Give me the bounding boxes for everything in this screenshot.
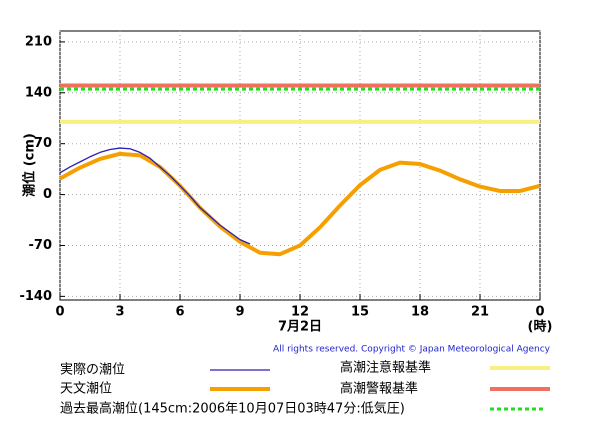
legend-label: 天文潮位: [60, 382, 112, 397]
y-tick-label: 0: [43, 187, 52, 202]
x-tick-label: 15: [351, 305, 369, 320]
y-tick-label: 140: [25, 85, 52, 100]
legend-label: 実際の潮位: [60, 362, 125, 378]
series-line: [59, 147, 251, 245]
y-tick-label: -140: [19, 289, 52, 304]
copyright: All rights reserved. Copyright © Japan M…: [273, 345, 551, 355]
y-axis-label: 潮位 (cm): [22, 133, 38, 197]
y-tick-label: 70: [34, 136, 52, 151]
legend-label: 高潮注意報基準: [340, 360, 431, 376]
x-tick-label: 6: [175, 305, 184, 320]
y-tick-label: 210: [25, 34, 52, 49]
series-line: [59, 151, 541, 257]
legend-label: 過去最高潮位(145cm:2006年10月07日03時47分:低気圧): [60, 401, 405, 417]
x-axis-unit: (時): [528, 319, 553, 335]
x-axis-label: 7月2日: [278, 320, 322, 335]
x-tick-label: 12: [291, 305, 309, 320]
legend-label: 高潮警報基準: [340, 381, 418, 397]
x-tick-label: 9: [235, 305, 244, 320]
x-tick-label: 0: [55, 305, 64, 320]
x-tick-label: 0: [535, 305, 544, 320]
x-tick-label: 3: [115, 305, 124, 320]
y-tick-label: -70: [29, 238, 53, 253]
x-tick-label: 21: [471, 305, 489, 320]
x-tick-label: 18: [411, 305, 429, 320]
